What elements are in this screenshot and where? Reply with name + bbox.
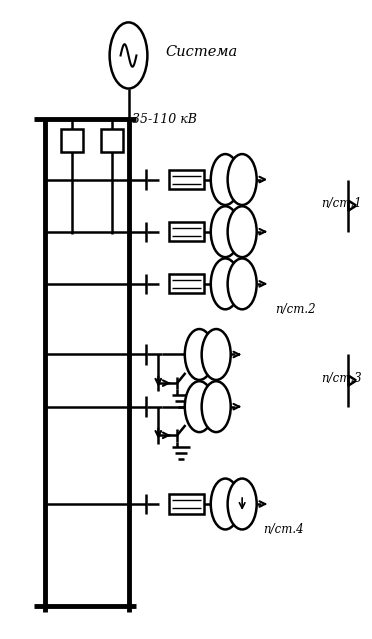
Circle shape bbox=[228, 154, 257, 205]
Bar bbox=[169, 495, 204, 514]
Circle shape bbox=[235, 493, 249, 516]
Circle shape bbox=[211, 258, 240, 309]
Circle shape bbox=[110, 22, 147, 89]
Circle shape bbox=[202, 381, 231, 432]
Text: п/ст.1: п/ст.1 bbox=[321, 197, 362, 210]
Bar bbox=[169, 222, 204, 242]
Circle shape bbox=[228, 479, 257, 530]
Circle shape bbox=[185, 381, 214, 432]
Circle shape bbox=[228, 258, 257, 309]
Circle shape bbox=[211, 479, 240, 530]
Text: п/ст.4: п/ст.4 bbox=[263, 523, 304, 536]
Bar bbox=[169, 274, 204, 293]
Text: 35-110 кВ: 35-110 кВ bbox=[132, 112, 197, 126]
Bar bbox=[169, 170, 204, 189]
Bar bbox=[61, 128, 83, 151]
Circle shape bbox=[228, 206, 257, 257]
Text: п/ст.2: п/ст.2 bbox=[276, 303, 316, 316]
Bar bbox=[101, 128, 124, 151]
Circle shape bbox=[211, 206, 240, 257]
Circle shape bbox=[185, 329, 214, 380]
Text: п/ст.3: п/ст.3 bbox=[321, 373, 362, 385]
Circle shape bbox=[211, 154, 240, 205]
Text: Система: Система bbox=[166, 45, 238, 59]
Circle shape bbox=[202, 329, 231, 380]
